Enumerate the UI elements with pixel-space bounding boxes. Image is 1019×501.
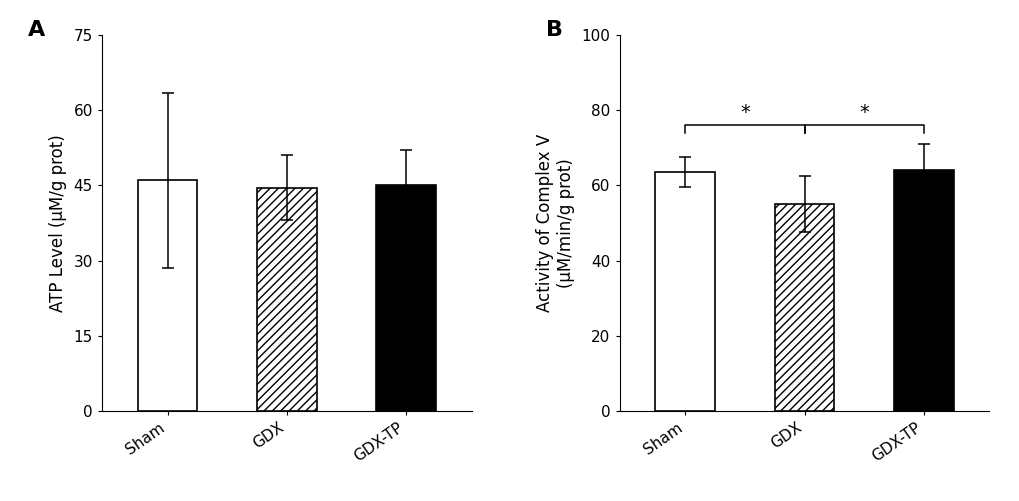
Text: A: A	[29, 20, 45, 40]
Text: *: *	[858, 103, 868, 122]
Bar	[774, 204, 834, 411]
Text: B: B	[545, 20, 562, 40]
Y-axis label: ATP Level (μM/g prot): ATP Level (μM/g prot)	[49, 134, 66, 312]
Bar	[893, 170, 953, 411]
Bar	[655, 172, 714, 411]
Text: *: *	[739, 103, 749, 122]
Bar	[376, 185, 435, 411]
Bar	[138, 180, 198, 411]
Y-axis label: Activity of Complex V
(μM/min/g prot): Activity of Complex V (μM/min/g prot)	[535, 134, 575, 312]
Bar	[257, 188, 316, 411]
